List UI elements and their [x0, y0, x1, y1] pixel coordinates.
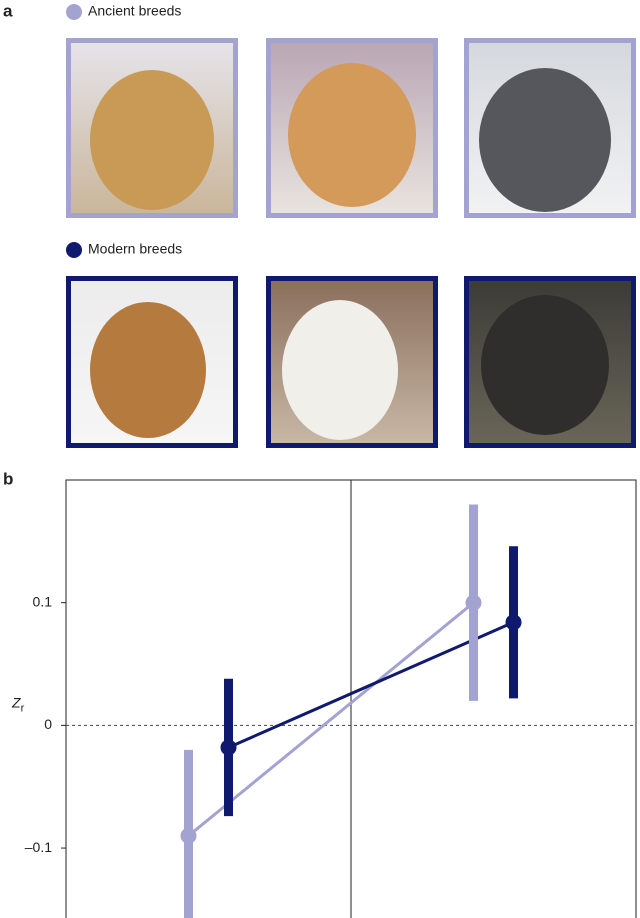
series-line: [227, 620, 515, 749]
y-tick-label: 0.1: [33, 593, 53, 609]
photos: [69, 41, 633, 445]
photo-frame: [266, 276, 438, 448]
point: [465, 594, 482, 611]
photo-frame: [66, 276, 238, 448]
dog-face: [90, 70, 214, 210]
photo-frame: [464, 38, 636, 218]
panel-label: a: [3, 1, 13, 20]
plot-area: [180, 504, 522, 918]
panel-label: b: [3, 469, 13, 488]
point: [220, 739, 237, 756]
dog-face: [288, 63, 416, 207]
legend-marker: [66, 4, 82, 20]
legend-marker: [66, 242, 82, 258]
legend-label: Modern breeds: [88, 241, 182, 257]
photo-frame: [66, 38, 238, 218]
y-tick-label: 0: [44, 716, 52, 732]
photo-frame: [266, 38, 438, 218]
dog-face: [90, 302, 206, 438]
legend-label: Ancient breeds: [88, 3, 181, 19]
y-axis-label: Zr: [11, 694, 25, 714]
dog-face: [479, 68, 611, 212]
dog-face: [282, 300, 398, 440]
y-tick-label: –0.1: [25, 839, 52, 855]
point: [505, 614, 522, 631]
y-label-main: Z: [11, 694, 21, 710]
point: [180, 827, 197, 844]
series-line: [187, 601, 475, 837]
photo-frame: [464, 276, 636, 448]
y-label-sub: r: [21, 702, 25, 714]
dog-face: [481, 295, 609, 435]
